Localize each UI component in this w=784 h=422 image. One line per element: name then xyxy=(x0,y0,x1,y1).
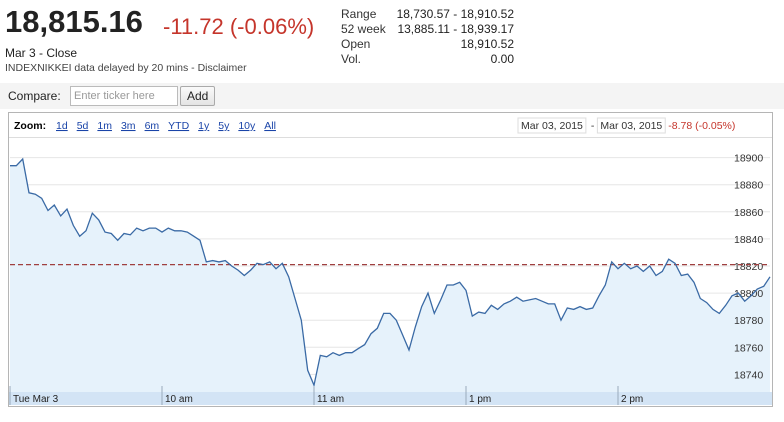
stat-value: 0.00 xyxy=(490,52,514,66)
y-tick-label: 18740 xyxy=(734,369,763,381)
x-tick-label: 2 pm xyxy=(621,394,643,405)
zoom-option[interactable]: 5d xyxy=(77,120,89,132)
x-tick-label: 11 am xyxy=(317,394,344,405)
stat-label: 52 week xyxy=(341,22,386,36)
stat-label: Vol. xyxy=(341,52,362,66)
x-tick-label: Tue Mar 3 xyxy=(13,394,59,405)
zoom-option[interactable]: 1d xyxy=(56,120,68,132)
zoom-option[interactable]: 10y xyxy=(238,120,256,132)
y-tick-label: 18760 xyxy=(734,342,763,354)
price: 18,815.16 xyxy=(5,4,143,39)
range-separator: - xyxy=(591,120,595,132)
price-line xyxy=(10,157,771,388)
range-from-box xyxy=(517,117,587,134)
range-to: Mar 03, 2015 xyxy=(600,120,662,132)
price-change: -11.72 (-0.06%) xyxy=(163,14,315,39)
zoom-label: Zoom: xyxy=(14,120,46,132)
y-tick-label: 18880 xyxy=(734,180,763,192)
stat-label: Range xyxy=(341,7,377,21)
stat-value: 13,885.11 - 18,939.17 xyxy=(397,22,514,36)
stat-value: 18,730.57 - 18,910.52 xyxy=(396,7,514,21)
x-axis-strip xyxy=(9,392,772,405)
zoom-option[interactable]: 1y xyxy=(198,120,210,132)
chart: Zoom: 1d 5d 1m 3m 6m YTD 1y 5y 10y All Mar 03, 201… xyxy=(8,112,773,407)
y-tick-label: 18820 xyxy=(734,261,763,273)
zoom-option[interactable]: All xyxy=(264,120,276,132)
quote-date: Mar 3 - Close xyxy=(5,46,78,60)
zoom-option[interactable]: 6m xyxy=(145,120,160,132)
zoom-option[interactable]: 1m xyxy=(97,120,112,132)
compare-bar: Compare: Enter ticker here Add xyxy=(0,83,784,109)
range-to-box xyxy=(596,117,666,134)
y-tick-label: 18900 xyxy=(734,153,763,165)
y-tick-label: 18860 xyxy=(734,207,763,219)
stat-value: 18,910.52 xyxy=(460,37,514,51)
range-change: -8.78 (-0.05%) xyxy=(668,120,735,132)
zoom-option[interactable]: YTD xyxy=(168,120,189,132)
data-note[interactable]: INDEXNIKKEI data delayed by 20 mins - Di… xyxy=(5,62,247,74)
ticker-input[interactable]: Enter ticker here xyxy=(70,86,178,106)
stat-label: Open xyxy=(341,37,371,51)
y-tick-label: 18840 xyxy=(734,234,763,246)
compare-label: Compare: xyxy=(8,89,61,103)
x-tick-label: 10 am xyxy=(165,394,193,405)
range-from: Mar 03, 2015 xyxy=(521,120,583,132)
x-tick-label: 1 pm xyxy=(469,394,491,405)
area xyxy=(10,159,770,392)
add-button[interactable]: Add xyxy=(180,86,216,106)
y-tick-label: 18780 xyxy=(734,315,763,327)
zoom-option[interactable]: 5y xyxy=(218,120,230,132)
zoom-option[interactable]: 3m xyxy=(121,120,136,132)
